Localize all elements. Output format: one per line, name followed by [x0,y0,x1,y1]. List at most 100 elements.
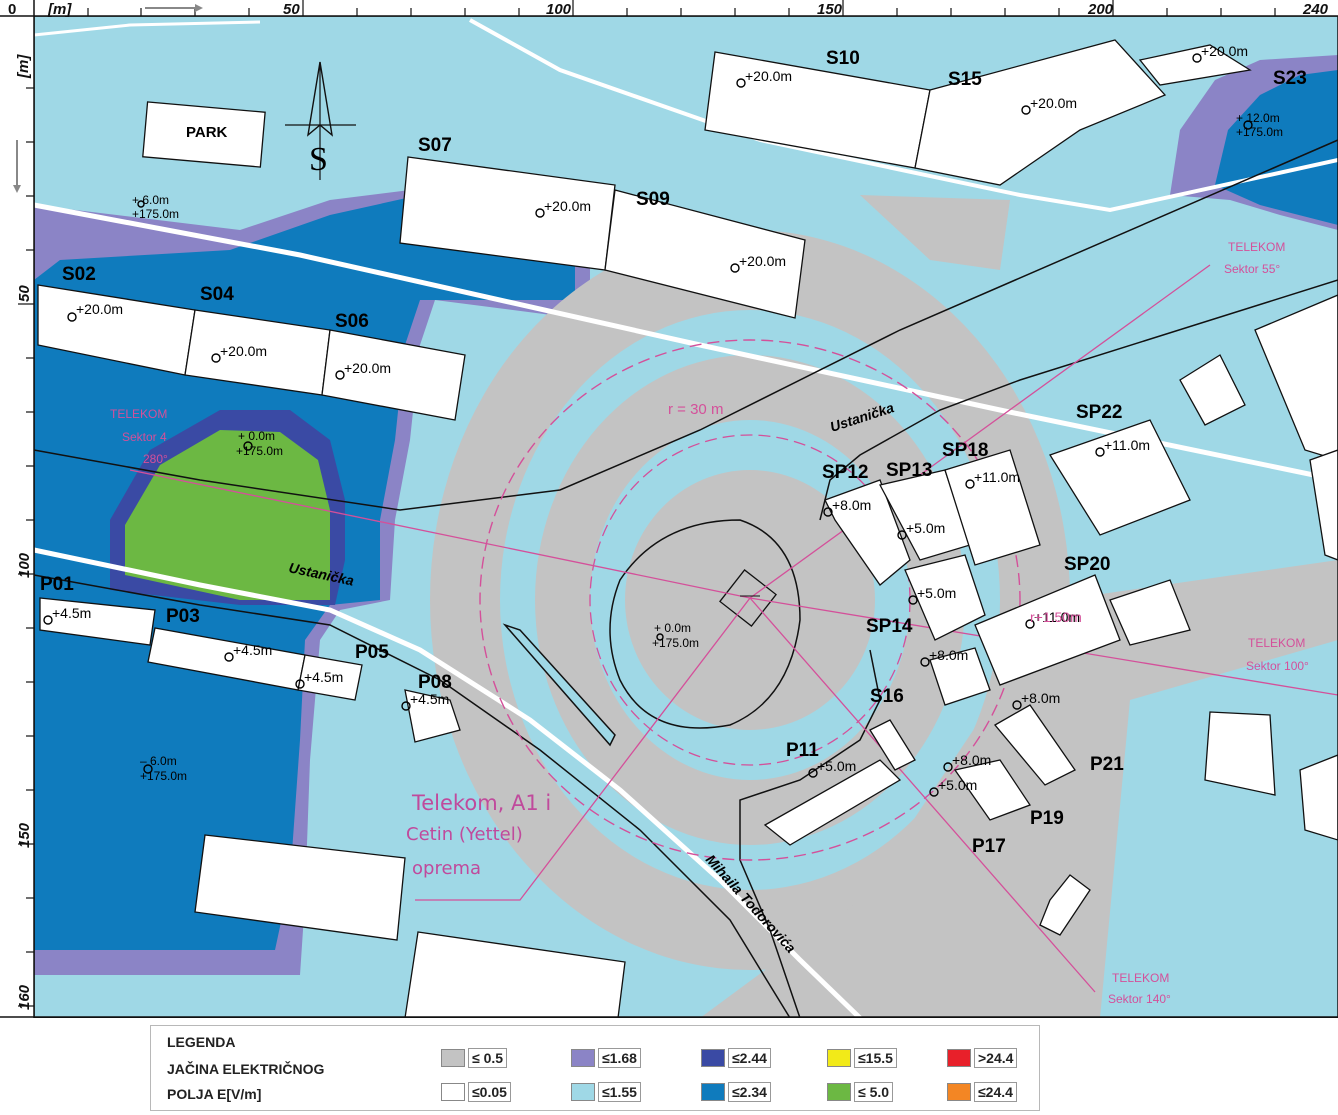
svg-text:S15: S15 [948,69,982,90]
legend-swatch [441,1083,465,1101]
svg-text:+8.0m: +8.0m [929,647,968,663]
x-tick-200: 200 [1087,1,1114,18]
svg-text:+5.0m: +5.0m [917,585,956,601]
y-unit: [m] [15,54,32,79]
sector55-name: TELEKOM [1228,240,1285,254]
svg-text:+4.5m: +4.5m [233,642,272,658]
y-tick-50: 50 [16,285,33,302]
svg-text:P21: P21 [1090,754,1124,775]
svg-text:+175.0m: +175.0m [132,207,179,221]
svg-text:SP13: SP13 [886,460,932,481]
svg-text:P11: P11 [786,740,819,761]
svg-text:+8.0m: +8.0m [952,752,991,768]
svg-text:P05: P05 [355,642,389,663]
svg-text:P08: P08 [418,672,452,693]
svg-text:+4.5m: +4.5m [410,691,449,707]
x-tick-150: 150 [817,1,843,18]
svg-text:SP14: SP14 [866,616,913,637]
equipment-note-2: Cetin (Yettel) [406,824,523,845]
svg-text:+175.0m: +175.0m [1236,125,1283,139]
svg-text:+11.0m: +11.0m [974,469,1020,485]
zone-blue-right [1215,70,1338,225]
svg-text:+8.0m: +8.0m [832,497,871,513]
svg-text:+11.0m: +11.0m [1034,609,1080,625]
zone-green-left [125,430,330,600]
y-tick-100: 100 [16,552,33,578]
north-arrow-icon [285,61,356,180]
svg-text:+11.0m: +11.0m [1104,437,1150,453]
svg-text:S09: S09 [636,189,670,210]
svg-text:+ 0.0m: + 0.0m [654,621,691,635]
svg-text:+4.5m: +4.5m [304,669,343,685]
sector140-label: Sektor 140° [1108,992,1171,1006]
legend-swatch [947,1049,971,1067]
svg-text:+20.0m: +20.0m [76,301,123,317]
svg-text:+ 6.0m: + 6.0m [132,193,169,207]
svg-text:+5.0m: +5.0m [938,777,977,793]
x-tick-50: 50 [283,1,300,18]
legend-swatch [701,1083,725,1101]
legend-swatch [571,1083,595,1101]
y-tick-150: 150 [16,822,33,848]
sector4-label: Sektor 4 [122,430,167,444]
extra-label: r+1.50m [1030,609,1082,625]
legend-swatch [827,1083,851,1101]
legend-item: ≤ 5.0 [827,1080,894,1104]
legend-swatch [701,1049,725,1067]
height-markers [43,53,1253,797]
legend-swatch [947,1083,971,1101]
legend-title-2: JAČINA ELEKTRIČNOG [167,1061,325,1077]
svg-text:SP22: SP22 [1076,402,1122,423]
legend-item: ≤ 0.5 [441,1046,508,1070]
building-labels: S02 +20.0m S04 +20.0m S06 +20.0m S07 +20… [40,43,1307,857]
sector100-name: TELEKOM [1248,636,1305,650]
field-strength-map: S PARK 0 [m] 50 100 150 200 240 [m] 50 1… [0,0,1338,1018]
svg-text:+175.0m: +175.0m [236,444,283,458]
svg-text:S23: S23 [1273,68,1307,89]
legend-title-3: POLJA E[V/m] [167,1086,262,1102]
legend-item: ≤1.68 [571,1046,641,1070]
radius-label: r = 30 m [668,401,723,418]
legend-item: ≤24.4 [947,1080,1017,1104]
svg-text:P03: P03 [166,606,200,627]
svg-text:S07: S07 [418,135,452,156]
svg-text:S16: S16 [870,686,904,707]
svg-text:S06: S06 [335,311,369,332]
svg-text:– 6.0m: – 6.0m [140,754,177,768]
legend-item: ≤2.44 [701,1046,771,1070]
x-tick-100: 100 [546,1,572,18]
sector4-azimuth: 280° [143,452,168,466]
svg-text:+20.0m: +20.0m [739,253,786,269]
svg-text:+175.0m: +175.0m [140,769,187,783]
buildings [37,39,1338,1018]
sector100-label: Sektor 100° [1246,659,1309,673]
svg-text:+175.0m: +175.0m [652,636,699,650]
svg-text:S04: S04 [200,284,234,305]
legend-item: ≤15.5 [827,1046,897,1070]
legend-item: ≤2.34 [701,1080,771,1104]
legend-item: ≤0.05 [441,1080,511,1104]
sector140-name: TELEKOM [1112,971,1169,985]
x-tick-240: 240 [1302,1,1329,18]
svg-text:+20.0m: +20.0m [745,68,792,84]
equipment-note-3: oprema [412,858,481,879]
svg-text:+5.0m: +5.0m [817,758,856,774]
x-unit: [m] [47,1,72,18]
svg-text:+20.0m: +20.0m [544,198,591,214]
legend-swatch [827,1049,851,1067]
svg-text:P17: P17 [972,836,1006,857]
equipment-note-1: Telekom, A1 i [411,791,551,815]
compass-label: S [309,141,328,178]
svg-text:SP18: SP18 [942,440,988,461]
svg-text:+8.0m: +8.0m [1021,690,1060,706]
legend: LEGENDA JAČINA ELEKTRIČNOG POLJA E[V/m] … [150,1025,1040,1111]
svg-text:P01: P01 [40,574,74,595]
svg-text:P19: P19 [1030,808,1064,829]
sector4-name: TELEKOM [110,407,167,421]
svg-text:+ 0.0m: + 0.0m [238,429,275,443]
y-tick-160: 160 [16,984,33,1010]
svg-text:+4.5m: +4.5m [52,605,91,621]
legend-swatch [441,1049,465,1067]
svg-text:+20.0m: +20.0m [1201,43,1248,59]
svg-text:0: 0 [8,1,16,18]
